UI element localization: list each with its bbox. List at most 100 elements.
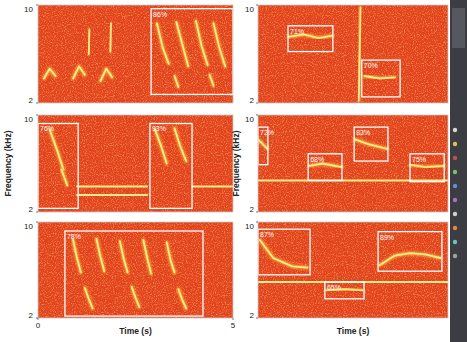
panel-background [38,222,233,318]
call-trace [97,239,105,271]
detection-box [258,229,310,275]
x-axis-label: Time (s) [119,326,152,336]
panel-texture [258,222,448,318]
panel-texture [258,115,448,212]
figure: 86%21076%93%210Frequency (kHz)78%21005Ti… [0,0,467,342]
panel-frame [258,115,448,212]
side-panel-dot [453,142,457,146]
call-trace [192,186,233,188]
side-panel-dot [453,212,457,216]
call-glow [258,139,268,149]
panel-background [258,5,448,103]
box-label: 93% [152,125,166,132]
call-trace [167,242,175,272]
call-glow [364,76,394,79]
spectrogram-panel [38,115,233,212]
y-tick-label: 2 [250,96,255,105]
x-tick [233,318,234,320]
panel-background [38,5,233,103]
call-glow [100,69,112,81]
detection-box [325,282,364,299]
call-trace [260,240,308,268]
panel-frame [38,115,233,212]
call-trace [77,194,147,196]
box-label: 71% [290,28,304,35]
call-trace [132,287,140,307]
call-trace [288,34,332,38]
call-glow [143,240,151,274]
panel-texture [38,222,233,318]
call-trace [85,288,93,308]
call-trace [120,241,128,272]
call-glow [85,288,93,308]
box-label: 86% [153,11,167,18]
box-label: 68% [310,156,324,163]
x-axis-label: Time (s) [337,326,370,336]
y-tick [36,212,38,213]
call-trace [155,130,167,164]
y-tick [36,5,38,6]
call-trace [175,76,179,87]
call-trace [143,240,151,274]
detection-box [354,127,388,161]
call-glow [167,242,175,272]
call-glow [196,21,208,65]
spectrogram-panel [258,5,448,103]
box-label: 87% [260,231,274,238]
call-glow [176,22,188,66]
x-tick [38,318,39,320]
detection-box [378,232,442,272]
y-tick-label: 2 [250,205,255,214]
call-trace [196,21,208,65]
y-tick-label: 2 [29,311,34,320]
call-glow [178,289,186,308]
y-tick-label: 10 [245,222,254,231]
y-tick [256,222,258,223]
call-glow [73,240,81,272]
y-tick-label: 10 [24,115,33,124]
call-trace [258,139,268,149]
panel-texture [38,5,233,103]
call-trace [309,164,341,168]
call-trace [178,289,186,308]
detection-box [410,154,444,182]
spectrogram-panel [38,222,233,318]
box-label: 65% [327,284,341,291]
spectrogram-panel [258,222,448,318]
call-glow [108,23,113,51]
detection-box [38,123,78,208]
y-tick [256,115,258,116]
panel-background [38,115,233,212]
call-glow [77,193,147,197]
call-glow [355,139,387,149]
y-tick-label: 2 [250,311,255,320]
call-trace [214,23,226,66]
box-label: 76% [40,125,54,132]
call-glow [97,239,105,271]
side-panel-dot [453,254,457,258]
box-label: 89% [380,234,394,241]
x-tick-label: 0 [36,321,41,330]
x-tick-label: 5 [231,321,236,330]
side-panel-dot [453,198,457,202]
call-glow [309,164,341,168]
y-tick [36,115,38,116]
detection-box [151,9,233,95]
y-tick [256,5,258,6]
side-panel-block [452,8,465,48]
call-glow [77,185,147,189]
detection-box [288,26,333,52]
box-label: 78% [67,233,81,240]
panel-frame [38,222,233,318]
call-trace [73,240,81,272]
detection-box [362,60,400,97]
side-panel-dot [453,226,457,230]
panel-texture [258,5,448,103]
call-trace [88,30,91,55]
side-panel-dot [453,184,457,188]
y-tick [256,212,258,213]
call-trace [176,22,188,66]
call-trace [109,23,112,51]
call-glow [410,165,444,167]
call-glow [192,185,233,189]
